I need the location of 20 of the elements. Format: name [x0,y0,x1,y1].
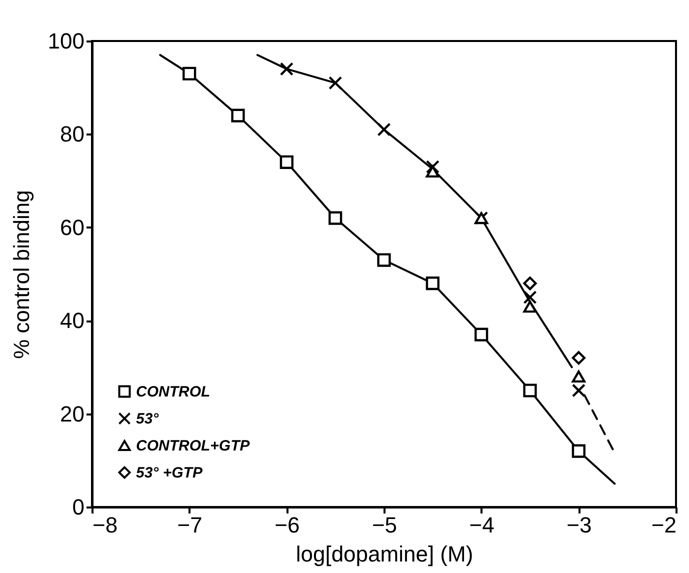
y-tick-label: 60 [60,214,84,240]
x-tick-label: −8 [92,512,118,538]
legend-label: CONTROL+GTP [136,438,251,454]
y-tick-label: 40 [60,308,84,334]
x-tick-label: −5 [372,512,398,538]
x-tick-label: −3 [566,512,592,538]
x-tick-label: −4 [469,512,494,538]
y-tick-label: 100 [48,28,84,54]
legend-label: 53° [136,410,160,428]
y-tick-label: 80 [60,122,84,147]
x-tick-label: −6 [274,512,300,538]
x-tick-label: −7 [177,512,202,538]
x-tick-label: −2 [651,512,676,538]
x-axis-title: log[dopamine] (M) [296,542,474,566]
legend-label: 53° +GTP [136,464,204,482]
y-tick-label: 0 [72,494,84,520]
y-tick-label: 20 [60,401,84,426]
line-series [256,54,573,368]
y-axis-title: % control binding [8,190,34,359]
legend-label: CONTROL [136,384,210,400]
